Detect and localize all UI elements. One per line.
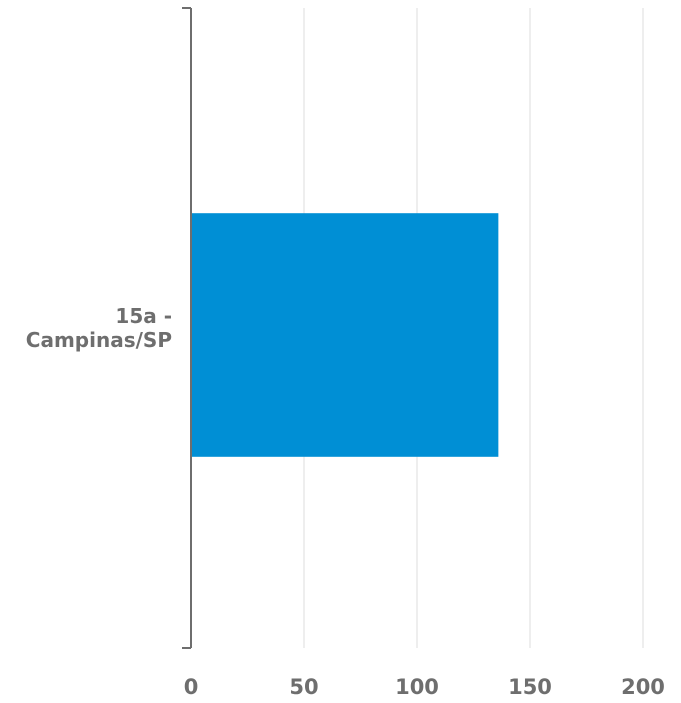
x-tick-label-200: 200: [621, 675, 665, 699]
category-label-line: Campinas/SP: [26, 328, 172, 352]
axes: [182, 7, 192, 649]
x-tick-label-100: 100: [395, 675, 439, 699]
bars: [191, 213, 499, 457]
bar-0[interactable]: [191, 213, 499, 457]
x-tick-label-150: 150: [508, 675, 552, 699]
category-label-0: 15a -Campinas/SP: [26, 304, 172, 352]
x-tick-label-0: 0: [184, 675, 199, 699]
labels: 0 50 100 150 200 15a -Campinas/SP: [26, 304, 665, 699]
x-tick-label-50: 50: [289, 675, 318, 699]
category-label-line: 15a -: [115, 304, 172, 328]
